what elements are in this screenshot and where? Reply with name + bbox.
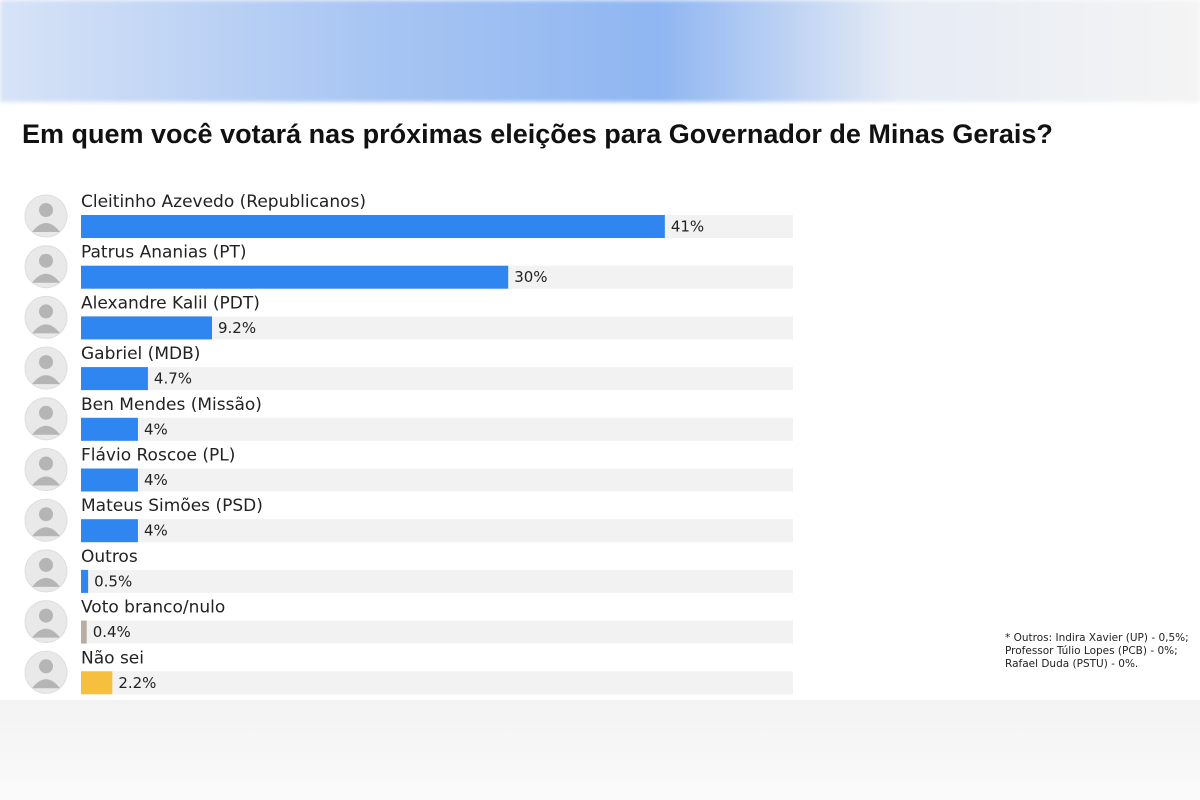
category-label: Não sei [81,648,144,668]
avatar-body [32,476,60,486]
value-label: 9.2% [218,319,256,337]
bar [81,620,87,644]
bar-track [81,468,793,492]
bar-track [81,620,793,644]
category-label: Cleitinho Azevedo (Republicanos) [81,192,366,212]
avatar-body [32,425,60,435]
footnote: Rafael Duda (PSTU) - 0%. [1005,658,1138,670]
avatar-body [32,527,60,537]
category-label: Ben Mendes (Missão) [81,395,262,415]
value-label: 4% [144,420,168,438]
bar [81,265,509,289]
value-label: 30% [514,268,547,286]
value-label: 0.5% [94,572,132,590]
footnote: Professor Túlio Lopes (PCB) - 0%; [1005,645,1178,657]
bar-track [81,367,793,391]
avatar-head [39,203,53,217]
value-label: 0.4% [93,623,131,641]
bar-track [81,671,793,695]
bar [81,215,665,238]
bar-track [81,417,793,441]
category-label: Alexandre Kalil (PDT) [81,293,260,313]
avatar-head [39,355,53,370]
bar-track [81,519,793,543]
value-label: 4% [144,471,168,489]
footer-band [0,700,1200,800]
bar [81,316,213,340]
footnote: * Outros: Indira Xavier (UP) - 0,5%; [1005,632,1189,644]
avatar-body [32,628,60,638]
bar-track [81,569,793,593]
bar [81,519,138,543]
avatar-body [32,324,60,334]
category-label: Patrus Ananias (PT) [81,243,247,263]
avatar-head [39,405,53,420]
avatar-body [32,375,60,385]
bar-track [81,316,793,340]
category-label: Gabriel (MDB) [81,344,200,364]
avatar-head [39,557,53,572]
chart-title: Em quem você votará nas próximas eleiçõe… [22,119,1053,149]
value-label: 41% [671,218,704,236]
bar [81,367,148,391]
avatar-body [32,577,60,587]
category-label: Mateus Simões (PSD) [81,496,263,516]
avatar-head [39,456,53,471]
value-label: 4% [144,522,168,540]
value-label: 2.2% [118,674,156,692]
avatar-head [39,608,53,623]
bar [81,569,89,593]
bar [81,671,113,695]
bar [81,468,138,492]
avatar-head [39,304,53,319]
category-label: Flávio Roscoe (PL) [81,446,235,466]
bar [81,417,138,441]
avatar-body [32,223,60,232]
value-label: 4.7% [154,370,192,388]
category-label: Outros [81,547,138,567]
category-label: Voto branco/nulo [81,598,225,618]
avatar-head [39,253,53,268]
avatar-body [32,273,60,283]
avatar-body [32,679,60,689]
avatar-head [39,659,53,674]
avatar-head [39,507,53,522]
header-band [0,0,1200,102]
